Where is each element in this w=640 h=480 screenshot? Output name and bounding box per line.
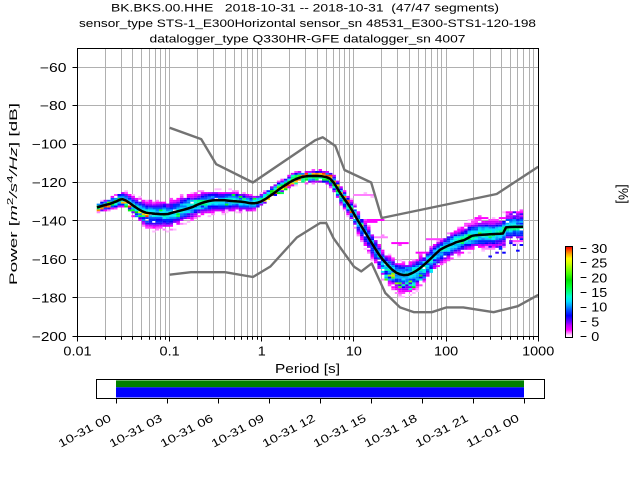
svg-text:1: 1: [258, 344, 266, 358]
svg-text:[%]: [%]: [616, 184, 631, 204]
svg-text:−200: −200: [32, 330, 67, 344]
svg-text:Power [m2/s4/Hz] [dB]: Power [m2/s4/Hz] [dB]: [6, 103, 20, 285]
svg-text:0.01: 0.01: [63, 344, 91, 358]
svg-text:20: 20: [591, 271, 607, 285]
svg-text:0: 0: [591, 330, 599, 344]
svg-text:−100: −100: [32, 138, 67, 152]
svg-text:15: 15: [591, 286, 607, 300]
svg-text:BK.BKS.00.HHE 2018-10-31 --: BK.BKS.00.HHE 2018-10-31 -- 2018-10-31 (…: [111, 3, 499, 15]
svg-text:25: 25: [591, 257, 607, 271]
svg-text:−180: −180: [32, 291, 67, 305]
svg-text:100: 100: [434, 344, 458, 358]
svg-text:−140: −140: [32, 215, 67, 229]
svg-text:−160: −160: [32, 253, 67, 267]
svg-text:−80: −80: [40, 99, 67, 113]
svg-text:5: 5: [591, 315, 599, 329]
svg-text:Period [s]: Period [s]: [275, 362, 340, 376]
svg-text:−60: −60: [40, 61, 67, 75]
svg-text:10: 10: [591, 301, 607, 315]
svg-text:datalogger_type Q330HR-GFE dat: datalogger_type Q330HR-GFE datalogger_sn…: [150, 34, 466, 46]
svg-text:1000: 1000: [522, 344, 554, 358]
svg-text:0.1: 0.1: [160, 344, 180, 358]
svg-text:10: 10: [346, 344, 362, 358]
svg-text:30: 30: [591, 242, 607, 256]
svg-text:−120: −120: [32, 176, 67, 190]
svg-text:sensor_type STS-1_E300Horizont: sensor_type STS-1_E300Horizontal sensor_…: [79, 18, 536, 30]
